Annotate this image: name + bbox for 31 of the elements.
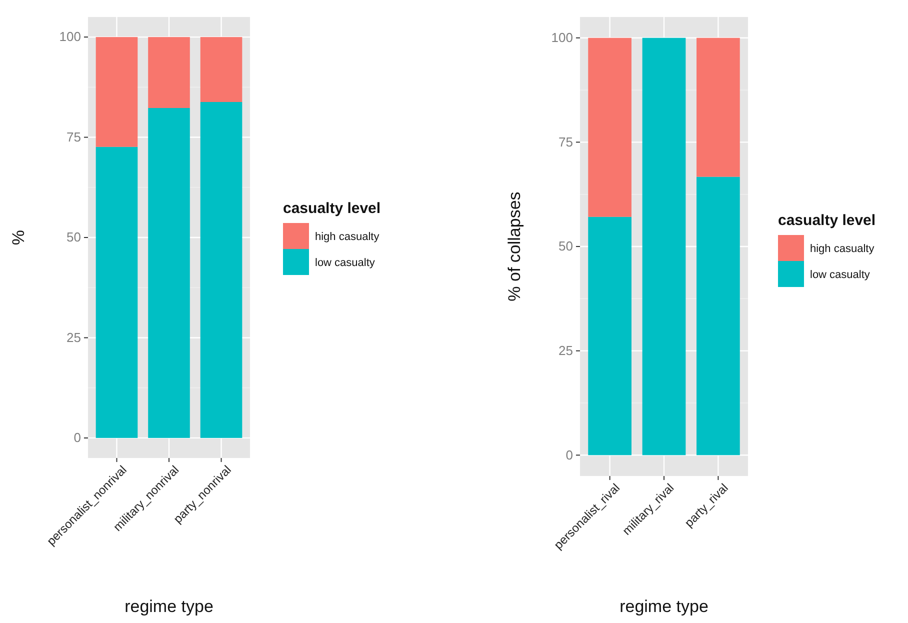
y-axis-title: % <box>9 230 28 246</box>
bar <box>696 38 740 177</box>
bar <box>200 37 242 102</box>
y-tick-label: 25 <box>558 342 573 358</box>
bar <box>588 216 632 456</box>
y-tick-label: 50 <box>66 230 81 245</box>
bar <box>96 146 138 438</box>
bar <box>148 37 190 108</box>
y-tick-label: 25 <box>66 330 81 345</box>
bar <box>200 102 242 438</box>
x-axis-title: regime type <box>124 597 214 616</box>
y-tick-label: 75 <box>66 129 81 144</box>
legend-label: high casualty <box>810 243 875 255</box>
x-axis-title: regime type <box>620 597 708 616</box>
legend-label: low casualty <box>810 269 870 281</box>
legend-label: low casualty <box>315 257 376 269</box>
y-tick-label: 100 <box>551 30 573 46</box>
y-axis-title: % of collapses <box>505 192 524 302</box>
bar <box>696 176 740 456</box>
y-tick-label: 75 <box>558 134 573 150</box>
bar <box>642 38 686 456</box>
y-tick-label: 0 <box>74 430 81 446</box>
bar <box>148 108 190 438</box>
bar <box>96 37 138 147</box>
y-tick-label: 100 <box>59 29 81 44</box>
legend-title: casualty level <box>778 212 876 229</box>
legend-label: high casualty <box>315 231 380 243</box>
y-tick-label: 0 <box>566 447 573 462</box>
bar <box>588 38 632 217</box>
y-tick-label: 50 <box>558 238 573 254</box>
legend-title: casualty level <box>283 200 381 217</box>
